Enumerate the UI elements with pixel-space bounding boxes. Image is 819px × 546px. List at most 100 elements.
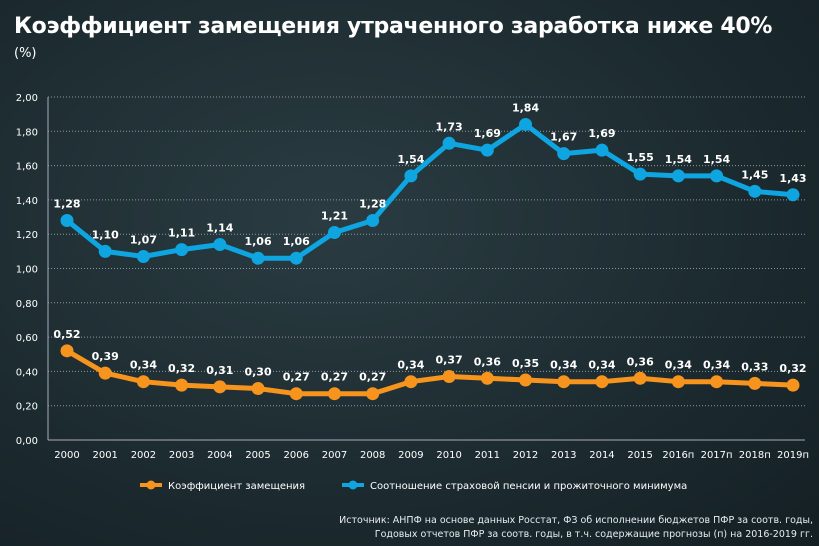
data-point [442, 136, 456, 150]
x-tick-label: 2005 [245, 450, 270, 461]
data-point [175, 243, 189, 257]
x-tick-label: 2017п [701, 450, 733, 461]
data-point [213, 237, 227, 251]
y-tick-label: 1,40 [16, 196, 38, 207]
chart-title: Коэффициент замещения утраченного зарабо… [14, 14, 773, 39]
data-label: 1,43 [779, 172, 806, 185]
data-point [60, 344, 74, 358]
data-label: 1,28 [53, 197, 80, 210]
x-tick-label: 2011 [475, 450, 500, 461]
y-tick-label: 0,00 [16, 436, 38, 447]
x-tick-label: 2000 [54, 450, 79, 461]
x-tick-label: 2018п [739, 450, 771, 461]
data-label: 1,69 [474, 127, 501, 140]
x-tick-label: 2019п [777, 450, 809, 461]
data-label: 0,34 [550, 359, 577, 372]
data-point [404, 169, 418, 183]
legend-label: Коэффициент замещения [168, 481, 305, 492]
y-tick-label: 0,60 [16, 333, 38, 344]
data-point [289, 387, 303, 401]
data-point [251, 382, 265, 396]
data-label: 0,34 [703, 359, 730, 372]
data-point [595, 143, 609, 157]
x-tick-label: 2015 [627, 450, 652, 461]
data-point [480, 371, 494, 385]
data-point [557, 375, 571, 389]
data-point [366, 213, 380, 227]
source-line-1: Источник: АНПФ на основе данных Росстат,… [339, 515, 813, 526]
x-tick-label: 2006 [284, 450, 309, 461]
legend-marker [146, 480, 156, 490]
x-tick-label: 2004 [207, 450, 232, 461]
data-label: 0,36 [627, 355, 654, 368]
source-note: Источник: АНПФ на основе данных Росстат,… [339, 514, 813, 542]
data-label: 0,34 [665, 359, 692, 372]
data-point [595, 375, 609, 389]
y-tick-label: 1,80 [16, 127, 38, 138]
data-point [98, 244, 112, 258]
data-point [213, 380, 227, 394]
data-label: 1,10 [92, 228, 119, 241]
data-point [136, 249, 150, 263]
data-point [98, 366, 112, 380]
data-point [671, 375, 685, 389]
data-point [327, 225, 341, 239]
data-label: 0,32 [779, 362, 806, 375]
data-point [442, 370, 456, 384]
data-label: 1,06 [244, 235, 271, 248]
x-tick-label: 2016п [662, 450, 694, 461]
data-point [289, 251, 303, 265]
data-label: 1,28 [359, 197, 386, 210]
x-tick-label: 2007 [322, 450, 347, 461]
data-label: 0,27 [283, 371, 310, 384]
x-tick-label: 2010 [436, 450, 461, 461]
data-point [710, 375, 724, 389]
data-point [633, 371, 647, 385]
data-label: 0,27 [321, 371, 348, 384]
y-tick-label: 2,00 [16, 93, 38, 104]
data-label: 0,32 [168, 362, 195, 375]
data-label: 1,06 [283, 235, 310, 248]
data-label: 0,39 [92, 350, 119, 363]
data-point [519, 373, 533, 387]
data-point [60, 213, 74, 227]
data-point [786, 378, 800, 392]
data-label: 0,34 [588, 359, 615, 372]
data-point [557, 147, 571, 161]
x-tick-label: 2003 [169, 450, 194, 461]
data-label: 0,52 [53, 328, 80, 341]
x-tick-label: 2001 [92, 450, 117, 461]
data-label: 1,67 [550, 131, 577, 144]
data-label: 0,37 [436, 354, 463, 367]
x-tick-label: 2013 [551, 450, 576, 461]
data-label: 1,11 [168, 227, 195, 240]
data-label: 1,84 [512, 101, 539, 114]
data-label: 1,45 [741, 168, 768, 181]
data-label: 1,73 [436, 120, 463, 133]
data-label: 1,69 [588, 127, 615, 140]
data-label: 0,31 [206, 364, 233, 377]
data-point [327, 387, 341, 401]
data-label: 0,36 [474, 355, 501, 368]
data-point [786, 188, 800, 202]
data-point [633, 167, 647, 181]
x-tick-label: 2012 [513, 450, 538, 461]
data-label: 1,14 [206, 221, 233, 234]
data-label: 1,54 [665, 153, 692, 166]
legend-marker [348, 480, 358, 490]
data-label: 1,07 [130, 233, 157, 246]
y-tick-label: 1,60 [16, 162, 38, 173]
x-tick-label: 2002 [131, 450, 156, 461]
data-label: 0,35 [512, 357, 539, 370]
y-tick-label: 0,80 [16, 299, 38, 310]
data-point [251, 251, 265, 265]
data-point [480, 143, 494, 157]
x-tick-label: 2008 [360, 450, 385, 461]
x-tick-label: 2009 [398, 450, 423, 461]
data-point [671, 169, 685, 183]
y-tick-label: 1,20 [16, 230, 38, 241]
data-label: 1,54 [703, 153, 730, 166]
data-point [748, 184, 762, 198]
